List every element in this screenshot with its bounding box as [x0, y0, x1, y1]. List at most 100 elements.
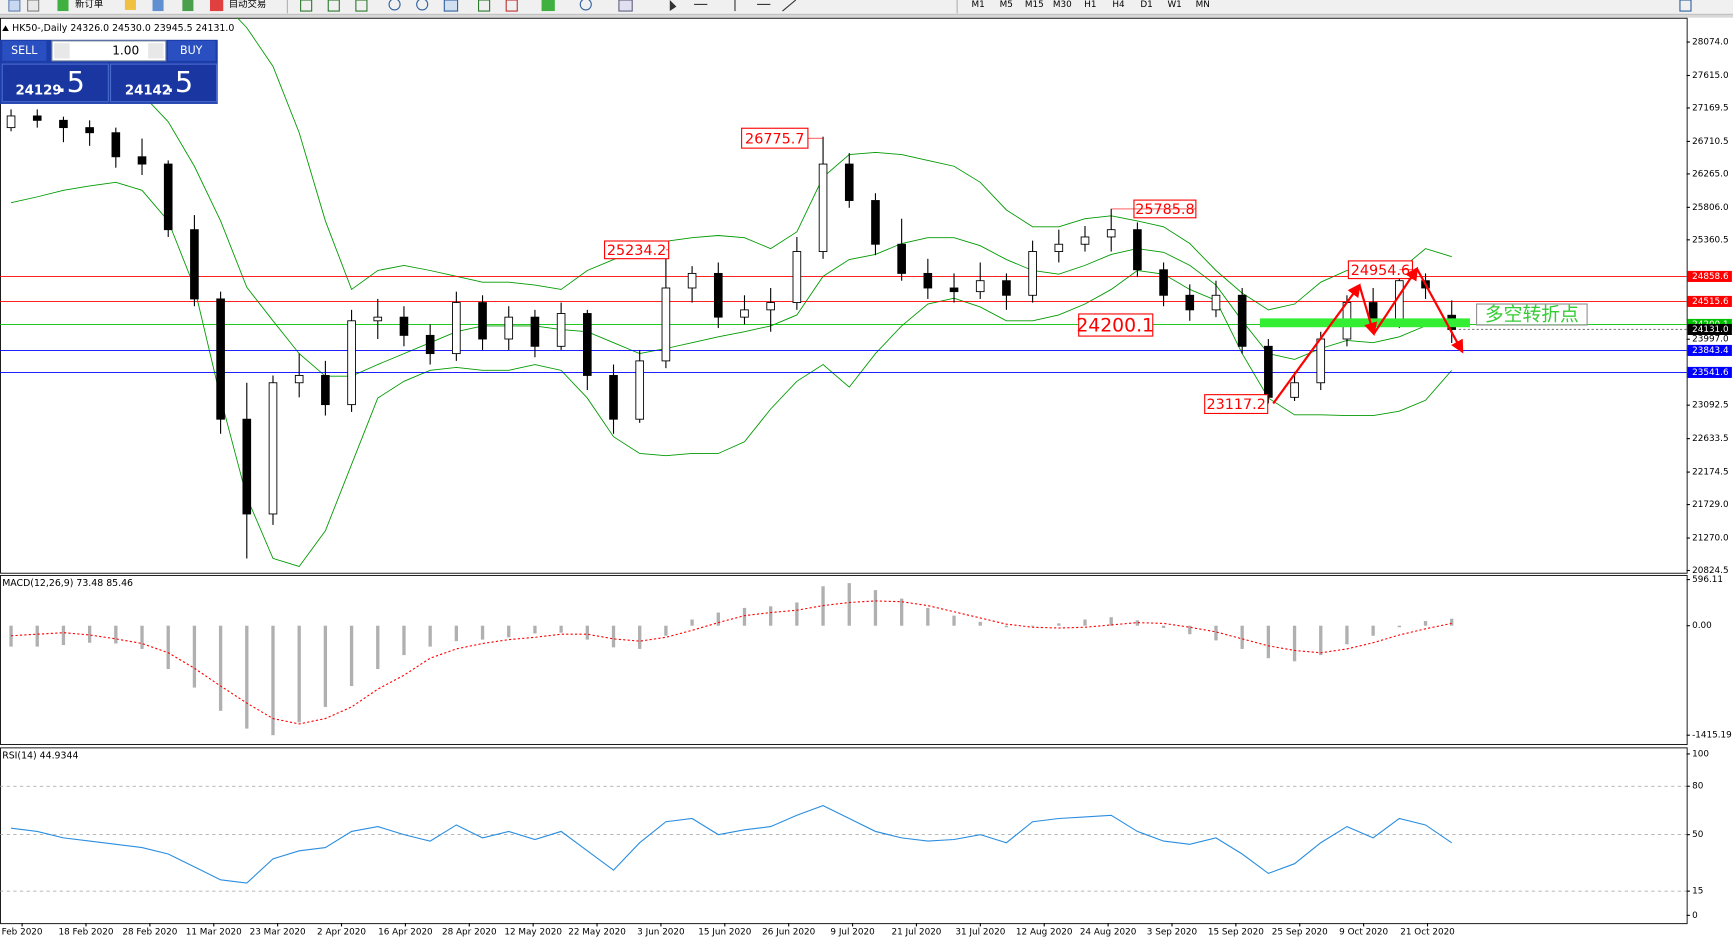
- annotation-box: [1476, 303, 1588, 326]
- macd-bar: [1345, 625, 1349, 645]
- timeframe[interactable]: MN: [1196, 0, 1210, 10]
- x-tick-label: 18 Feb 2020: [59, 927, 114, 937]
- macd-bar: [349, 625, 354, 687]
- x-tick-label: 16 Apr 2020: [378, 927, 433, 937]
- candle-body: [1211, 294, 1221, 311]
- sell-frac[interactable]: .5: [57, 65, 84, 99]
- candle-body: [975, 280, 985, 293]
- buy-price[interactable]: 24142: [125, 84, 171, 99]
- arrow: [1358, 284, 1378, 336]
- arrow: [1415, 268, 1464, 354]
- macd-bar: [1161, 625, 1166, 629]
- spin-down[interactable]: [54, 43, 70, 59]
- lot-value[interactable]: 1.00: [112, 43, 139, 57]
- candle-body: [1237, 294, 1247, 347]
- arrow: [1272, 283, 1361, 405]
- icon[interactable]: [300, 0, 313, 12]
- candle-body: [1080, 236, 1090, 245]
- sell-box[interactable]: [1, 63, 109, 103]
- price-line-label-bg: [1687, 366, 1732, 378]
- timeframe[interactable]: M1: [972, 0, 985, 10]
- macd-bar: [690, 619, 694, 626]
- candle-body: [1395, 280, 1404, 325]
- chart-title: HK50-,Daily 24326.0 24530.0 23945.5 2413…: [12, 23, 234, 34]
- candle-body: [452, 302, 461, 355]
- candle-body: [609, 375, 618, 420]
- icon[interactable]: [124, 0, 136, 10]
- icon[interactable]: [416, 0, 429, 11]
- candle-body: [897, 243, 906, 274]
- icon[interactable]: [182, 0, 194, 12]
- lot-input[interactable]: [51, 40, 167, 62]
- candle-body: [1264, 345, 1273, 398]
- level-label: 24200.1: [1076, 316, 1154, 337]
- macd-bar: [847, 583, 851, 626]
- candle-body: [1185, 294, 1195, 311]
- timeframe[interactable]: M15: [1025, 0, 1044, 10]
- arrow: [1372, 266, 1419, 335]
- icon[interactable]: [443, 0, 459, 12]
- y-tick-label: 100: [1692, 749, 1709, 759]
- sell-button[interactable]: [2, 40, 47, 61]
- buy-button[interactable]: [167, 40, 216, 61]
- candle-body: [59, 119, 68, 129]
- bollinger-middle: [11, 65, 1452, 377]
- icon[interactable]: [541, 0, 555, 12]
- icon[interactable]: [355, 0, 368, 12]
- candle-body: [1159, 269, 1168, 296]
- icon[interactable]: [209, 0, 224, 12]
- buy-frac[interactable]: .5: [166, 65, 193, 99]
- icon[interactable]: [782, 0, 797, 12]
- timeframe[interactable]: M30: [1053, 0, 1072, 10]
- macd-bar: [1240, 625, 1244, 649]
- icon[interactable]: [327, 0, 340, 12]
- auto-trading[interactable]: 自动交易: [229, 0, 267, 10]
- macd-bar: [1214, 625, 1218, 641]
- macd-bar: [9, 625, 13, 647]
- timeframe[interactable]: W1: [1167, 0, 1181, 10]
- y-tick-label: 22633.5: [1692, 434, 1729, 444]
- macd-bar: [716, 612, 720, 626]
- y-tick-label: 80: [1692, 782, 1704, 792]
- icon[interactable]: [57, 0, 69, 12]
- timeframe[interactable]: H1: [1084, 0, 1096, 10]
- candle-body: [844, 163, 854, 201]
- icon[interactable]: [669, 0, 677, 12]
- y-tick-label: 50: [1692, 830, 1704, 840]
- frame: [0, 14, 1733, 18]
- icon[interactable]: [478, 0, 491, 12]
- new-order[interactable]: 新订单: [75, 0, 103, 10]
- y-tick-label: 20824.5: [1692, 566, 1729, 576]
- icon[interactable]: [27, 0, 40, 12]
- macd-bar: [245, 625, 249, 729]
- buy-box[interactable]: [109, 63, 218, 103]
- timeframe[interactable]: D1: [1140, 0, 1152, 10]
- candle-body: [425, 334, 435, 355]
- timeframe[interactable]: H4: [1112, 0, 1125, 10]
- level-label-box: [1078, 313, 1154, 337]
- x-tick-label: 2 Apr 2020: [317, 927, 366, 937]
- y-tick-label: 26265.0: [1692, 169, 1729, 179]
- icon[interactable]: [618, 0, 633, 12]
- icon[interactable]: [505, 0, 518, 12]
- rsi-pane: [0, 747, 1688, 925]
- buy-label[interactable]: BUY: [180, 44, 203, 57]
- candle-body: [321, 375, 330, 406]
- candle-body: [163, 163, 173, 231]
- spin-up[interactable]: [148, 43, 164, 59]
- icon[interactable]: [579, 0, 592, 11]
- icon[interactable]: [8, 0, 21, 12]
- y-tick-label: 596.11: [1692, 575, 1723, 585]
- sell-label[interactable]: SELL: [11, 44, 38, 57]
- icon[interactable]: [152, 0, 164, 12]
- candle-body: [792, 251, 802, 304]
- price-label: 23117.2: [1207, 397, 1266, 413]
- search-icon[interactable]: [1679, 0, 1692, 12]
- timeframe[interactable]: M5: [1000, 0, 1013, 10]
- candle-body: [399, 316, 409, 336]
- sell-price[interactable]: 24129: [15, 84, 61, 99]
- candle-body: [818, 163, 828, 252]
- candle-body: [347, 320, 356, 406]
- icon[interactable]: [388, 0, 401, 11]
- x-tick-label: Feb 2020: [2, 927, 43, 937]
